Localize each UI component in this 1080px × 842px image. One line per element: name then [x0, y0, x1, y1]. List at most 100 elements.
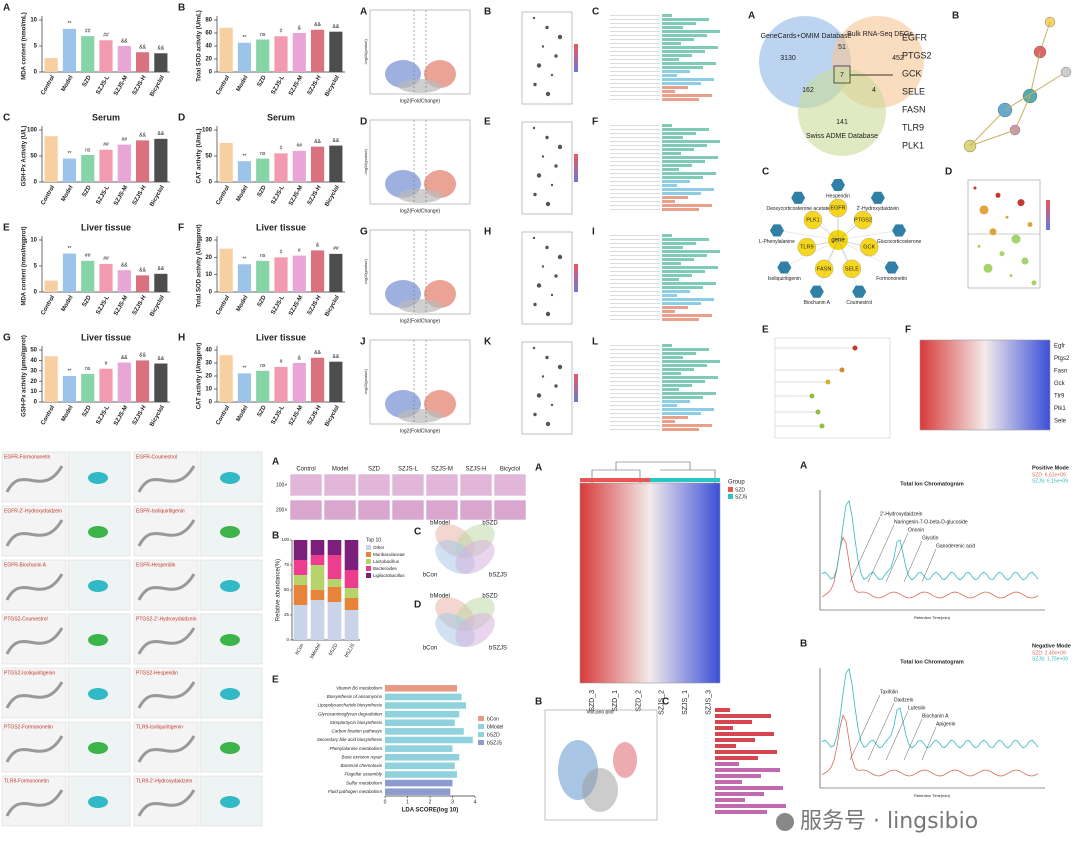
x-tick-label: Control: [215, 405, 231, 427]
compound-label: Coumestrol: [846, 300, 872, 306]
y-tick-label: 0: [34, 400, 38, 406]
histology-100x: [425, 473, 459, 497]
panel-frame: [369, 9, 471, 95]
x-tick-label: SZJS-L: [271, 75, 287, 96]
significance-label: &&: [139, 353, 146, 359]
x-tick-label: Bicyclol: [324, 405, 341, 428]
color-scale: [574, 44, 578, 72]
panel-letter: L: [592, 337, 598, 348]
gene-node-label: PLK1: [806, 218, 819, 224]
ligand: [88, 580, 108, 592]
pathway-bar: [662, 200, 675, 203]
bar: [329, 253, 343, 292]
venn-set-label: bSZJS: [489, 573, 507, 579]
pathway-bar: [662, 282, 716, 285]
peak-label: Naringenin-7-O-beta-D-glucoside: [894, 519, 968, 525]
gene-name: TLR9: [902, 122, 924, 132]
bar: [81, 260, 95, 292]
x-tick-label: bModel: [309, 643, 322, 660]
pathway-bar: [662, 132, 696, 135]
x-tick-label: Model: [236, 75, 250, 93]
color-scale: [574, 154, 578, 182]
enrichment-dot: [557, 364, 563, 370]
pathway-bar: [662, 66, 703, 69]
pathway-bar: [662, 310, 675, 313]
enrichment-dot: [536, 63, 542, 68]
enrichment-dot: [557, 34, 563, 40]
heatmap-row-label: Egfr: [1054, 344, 1065, 350]
pathway-bar: [662, 18, 709, 21]
docking-label: PTGS2-2'-Hydroxydaidzein: [136, 616, 197, 622]
enrichment-dot: [532, 126, 536, 130]
bar: [292, 363, 306, 402]
watermark: 服务号 · lingsibio: [800, 809, 978, 834]
legend-label: Other: [373, 545, 385, 550]
sample-label: SZD_3: [589, 690, 596, 712]
significance-label: #: [280, 146, 283, 152]
significance-label: **: [242, 257, 246, 263]
pathway-bar: [662, 14, 672, 17]
protein-ribbon: [5, 735, 64, 763]
enrichment-dot: [550, 293, 554, 297]
x-tick-label: SZJS-H: [307, 185, 323, 206]
enrichment-dot: [979, 205, 989, 215]
histology-100x: [323, 473, 357, 497]
compound-node: [831, 178, 845, 192]
venn-count: 4: [872, 87, 876, 94]
legend-label: Muribaculaceae: [373, 552, 405, 557]
peak-label: Ganoderenic acid: [936, 543, 975, 549]
gene-node: [814, 259, 834, 279]
enrichment-dot: [533, 412, 537, 417]
panel-letter: A: [748, 11, 755, 22]
histology-200x: [357, 499, 391, 521]
bar: [81, 373, 95, 402]
pathway-bar: [662, 400, 690, 403]
ligand: [220, 688, 240, 700]
peak-label: Daidzein: [894, 697, 914, 703]
pathway-bar: [662, 78, 714, 81]
y-tick-label: 20: [205, 255, 212, 261]
bar: [274, 366, 288, 402]
stacked-segment: [293, 560, 308, 575]
legend-label: SZD: 2.40e+09: [1032, 650, 1066, 656]
pathway-bar: [715, 804, 786, 808]
panel-letter: E: [484, 117, 491, 128]
protein-ribbon: [137, 627, 196, 655]
y-tick-label: 30: [205, 361, 212, 367]
y-tick-label: Glycosaminoglycan degradation: [318, 711, 383, 716]
protein-ribbon: [5, 465, 64, 493]
y-tick-label: 10: [205, 387, 212, 393]
pathway-bar: [662, 82, 701, 85]
docking-label: PTGS2-Hesperidin: [136, 670, 178, 676]
peak-leader: [885, 532, 909, 583]
y-tick-label: Sulfur metabolism: [346, 780, 382, 785]
pathway-bar: [662, 42, 681, 45]
peak-leader: [867, 524, 895, 583]
bar: [62, 253, 77, 292]
bar: [256, 158, 270, 182]
x-tick-label: Bicyclol: [149, 185, 166, 208]
enrichment-dot: [554, 274, 558, 278]
y-axis-label: Total SOD activity (U/mgprot): [197, 224, 203, 307]
y-tick-label: 100: [202, 128, 213, 134]
bar: [385, 779, 453, 787]
peak-leader: [849, 516, 881, 583]
venn-label: GeneCards+OMIM Database: [761, 33, 852, 40]
bar: [62, 158, 77, 182]
peak-label: Apigenin: [936, 721, 956, 727]
lollipop-head: [809, 393, 815, 399]
pathway-bar: [662, 46, 718, 49]
enrichment-dot: [977, 244, 981, 248]
sample-label: SZJS_1: [682, 690, 689, 715]
panel-letter: C: [762, 167, 769, 178]
gene-node: [803, 210, 823, 230]
chromatogram-trace: [821, 714, 1039, 777]
bar: [310, 357, 325, 402]
x-tick-label: SZJS-L: [96, 185, 112, 206]
legend-swatch: [478, 716, 484, 721]
peak-label: Glycitin: [922, 535, 939, 541]
bar: [292, 255, 306, 292]
network-edge: [776, 230, 839, 241]
ligand: [88, 472, 108, 484]
heatmap-row-label: Ptgs2: [1054, 356, 1070, 362]
